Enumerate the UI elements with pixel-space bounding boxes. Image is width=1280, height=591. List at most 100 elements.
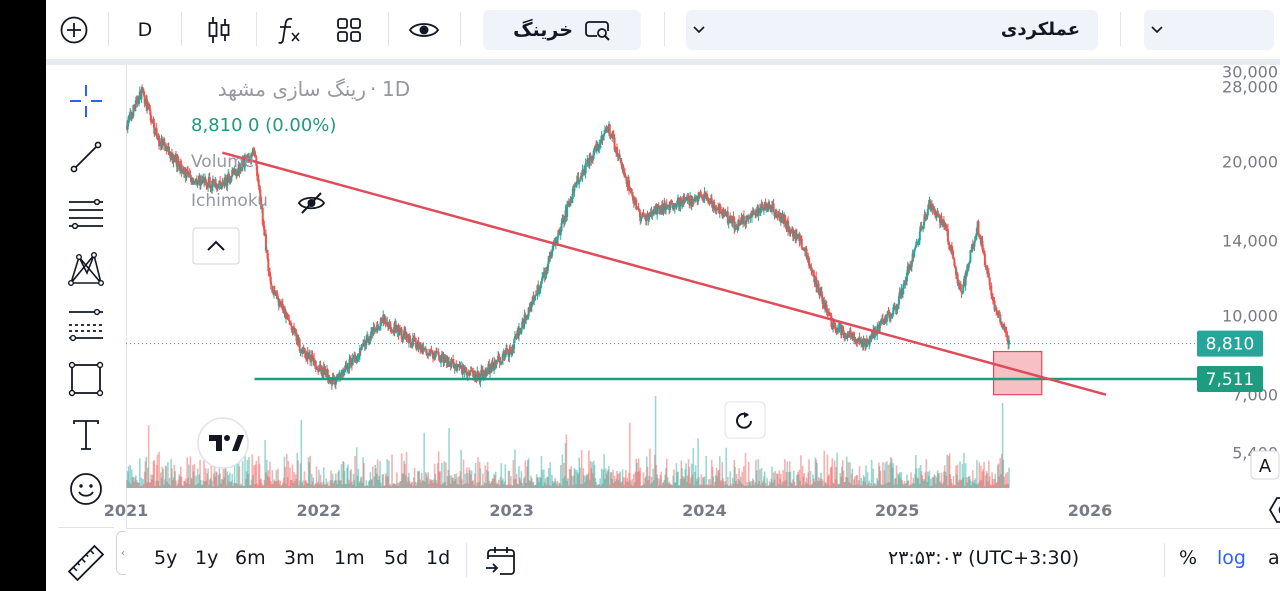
volume-bar: [657, 485, 660, 488]
volume-bar: [894, 478, 896, 488]
volume-bar: [535, 484, 537, 488]
volume-bar: [890, 458, 893, 488]
hidden-eye-icon[interactable]: [297, 192, 326, 214]
legend-collapse-button[interactable]: [192, 227, 240, 265]
candle-body: [625, 177, 628, 184]
volume-bar: [724, 481, 727, 488]
candle-body: [954, 267, 957, 275]
volume-bar: [738, 468, 740, 488]
volume-bar: [476, 482, 479, 488]
volume-bar: [228, 472, 231, 488]
volume-bar: [867, 483, 870, 488]
goto-date-button[interactable]: [484, 545, 518, 581]
time-axis[interactable]: 2021 2022 2023 2024 2025 2026: [104, 501, 1112, 520]
candle-body: [379, 326, 382, 329]
settings-gear-button[interactable]: [1268, 497, 1280, 523]
templates-button[interactable]: [332, 10, 366, 50]
volume-bar: [338, 469, 340, 488]
volume-bar: [824, 482, 826, 488]
volume-bar: [128, 482, 131, 488]
volume-bar: [884, 462, 887, 488]
candle-body: [947, 241, 950, 245]
range-5d[interactable]: 5d: [384, 547, 409, 569]
candle-body: [431, 351, 434, 355]
buy-button[interactable]: خرینگ: [483, 10, 641, 50]
volume-bar: [420, 482, 422, 488]
text-tool[interactable]: [64, 413, 108, 457]
log-toggle[interactable]: log: [1217, 547, 1246, 569]
range-6m[interactable]: 6m: [235, 547, 266, 569]
legend-indicator-ichimoku[interactable]: Ichimoku: [191, 191, 268, 211]
pattern-icon: [68, 252, 105, 287]
add-symbol-button[interactable]: [56, 10, 92, 50]
volume-bar: [285, 483, 287, 488]
range-5y[interactable]: 5y: [154, 547, 178, 569]
volume-bar: [167, 483, 170, 488]
reset-chart-button[interactable]: [724, 401, 766, 439]
indicators-button[interactable]: [274, 10, 306, 50]
volume-bar: [220, 483, 222, 488]
volume-bar: [135, 475, 137, 488]
candle-body: [402, 338, 405, 340]
range-1m[interactable]: 1m: [334, 547, 365, 569]
highlight-rectangle[interactable]: [992, 350, 1043, 396]
candle-body: [598, 144, 601, 148]
candle-body: [224, 177, 227, 182]
clock-timezone[interactable]: ۲۳:۵۳:۰۳ (UTC+3:30): [888, 547, 1080, 569]
volume-bar: [1003, 476, 1005, 488]
volume-bar: [819, 478, 822, 488]
pattern-tool[interactable]: [64, 247, 108, 291]
volume-bar: [850, 473, 853, 488]
candle-body: [263, 225, 266, 236]
trendline-tool[interactable]: [64, 135, 108, 179]
volume-bar: [607, 469, 609, 488]
volume-bar: [837, 484, 840, 488]
legend-symbol[interactable]: رینگ سازی مشهد: [218, 77, 366, 101]
chart-type-button[interactable]: [202, 10, 236, 50]
volume-bar: [328, 485, 331, 488]
volume-bar: [591, 462, 593, 488]
visibility-button[interactable]: [406, 10, 442, 50]
watchlist-select[interactable]: [1144, 10, 1274, 50]
auto-toggle[interactable]: auto: [1268, 547, 1280, 569]
volume-bar: [735, 481, 737, 488]
volume-bar: [238, 466, 241, 488]
candle-body: [149, 109, 152, 116]
volume-bar: [822, 485, 825, 488]
range-1d[interactable]: 1d: [426, 547, 451, 569]
volume-bar: [955, 474, 958, 488]
rectangle-tool[interactable]: [64, 357, 108, 401]
emoji-tool[interactable]: [64, 467, 108, 511]
volume-bar: [389, 483, 392, 488]
volume-bar: [687, 459, 690, 488]
candle-body: [571, 188, 574, 199]
ruler-tool[interactable]: [64, 541, 108, 585]
volume-bar: [161, 466, 164, 488]
volume-bar: [1005, 483, 1008, 488]
forecast-tool[interactable]: [64, 303, 108, 347]
candle-body: [752, 210, 755, 213]
candle-body: [257, 179, 260, 187]
percent-toggle[interactable]: %: [1179, 547, 1198, 569]
interval-button[interactable]: D: [137, 19, 153, 41]
crosshair-tool[interactable]: [64, 79, 108, 123]
candle-body: [304, 350, 307, 359]
volume-bar: [148, 482, 151, 488]
volume-bar: [489, 483, 491, 488]
fib-tool[interactable]: [64, 191, 108, 235]
volume-bar: [820, 472, 822, 488]
candle-body: [150, 115, 153, 123]
trendline-drawing[interactable]: [222, 151, 1107, 396]
volume-bar: [195, 475, 197, 488]
auto-scale-button[interactable]: A: [1250, 450, 1280, 480]
range-1y[interactable]: 1y: [195, 547, 219, 569]
volume-bar: [153, 459, 156, 488]
candle-body: [896, 306, 899, 311]
volume-bar: [358, 482, 360, 488]
range-3m[interactable]: 3m: [284, 547, 315, 569]
legend-indicator-volume[interactable]: Volume: [191, 152, 254, 172]
layout-select[interactable]: عملکردی: [686, 10, 1098, 50]
tradingview-logo[interactable]: [197, 417, 249, 469]
price-chart[interactable]: 30,00028,00020,00014,00010,0007,0005,400…: [46, 0, 1280, 528]
